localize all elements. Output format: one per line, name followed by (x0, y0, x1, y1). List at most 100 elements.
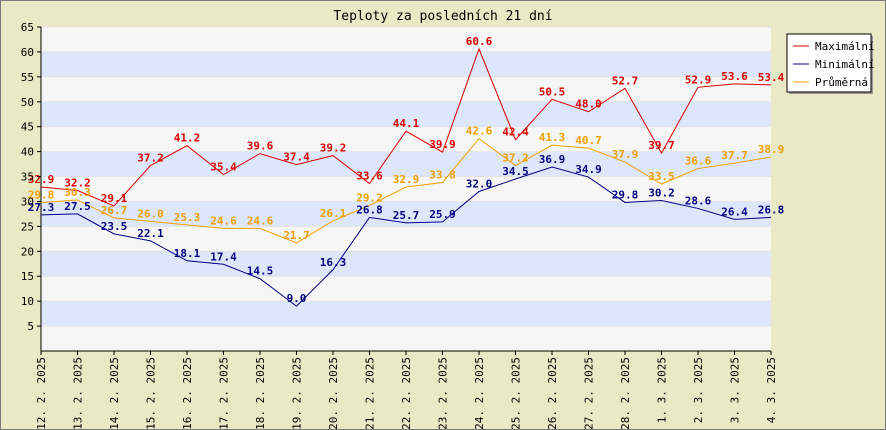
data-label: 37.7 (721, 149, 748, 162)
y-tick-label: 55 (21, 71, 34, 84)
data-label: 32.9 (393, 173, 420, 186)
data-label: 37.9 (612, 148, 639, 161)
series-line-3 (40, 137, 772, 244)
data-label: 36.9 (539, 153, 566, 166)
data-label: 42.4 (502, 126, 529, 139)
data-label: 53.4 (758, 71, 785, 84)
data-label: 33.8 (429, 169, 456, 182)
x-tick-label: 21. 2. 2025 (364, 357, 377, 429)
data-label: 26.8 (758, 203, 785, 216)
data-label: 53.6 (721, 70, 748, 83)
grid-band (41, 76, 771, 102)
data-label: 29.2 (356, 191, 383, 204)
data-label: 29.1 (101, 192, 128, 205)
data-label: 21.7 (283, 229, 310, 242)
grid-band (41, 326, 771, 351)
y-tick-label: 30 (21, 195, 34, 208)
data-label: 33.6 (356, 170, 383, 183)
chart-title: Teploty za posledních 21 dní (333, 9, 552, 24)
data-label: 26.7 (101, 204, 128, 217)
data-label: 23.5 (101, 220, 128, 233)
x-axis-ticks: 12. 2. 2025 13. 2. 2025 14. 2. 2025 15. 2. … (35, 351, 778, 429)
plot-background (41, 27, 771, 351)
data-label: 30.2 (648, 186, 675, 199)
x-tick-label: 26. 2. 2025 (546, 357, 559, 429)
data-label: 27.5 (64, 200, 91, 213)
data-label: 26.8 (356, 203, 383, 216)
data-label: 25.7 (393, 209, 420, 222)
grid-band (41, 276, 771, 302)
data-label: 52.7 (612, 74, 639, 87)
x-tick-label: 17. 2. 2025 (218, 357, 231, 429)
x-tick-label: 3. 3. 2025 (729, 357, 742, 423)
grid-band (41, 251, 771, 277)
data-label: 26.4 (721, 205, 748, 218)
data-label: 39.2 (320, 142, 347, 155)
data-label: 24.6 (247, 214, 274, 227)
y-tick-label: 5 (27, 320, 34, 333)
grid-band (41, 151, 771, 177)
data-label: 26.1 (320, 207, 347, 220)
data-label: 29.8 (28, 188, 55, 201)
data-label: 17.4 (210, 250, 237, 263)
y-tick-label: 50 (21, 96, 34, 109)
data-label: 52.9 (685, 73, 712, 86)
grid-lines (40, 26, 771, 352)
x-tick-label: 16. 2. 2025 (181, 357, 194, 429)
data-label: 37.2 (502, 152, 529, 165)
data-label: 18.1 (174, 247, 201, 260)
x-tick-label: 13. 2. 2025 (72, 357, 85, 429)
x-tick-label: 20. 2. 2025 (327, 357, 340, 429)
grid-band (41, 301, 771, 327)
grid-band (41, 101, 771, 127)
x-tick-label: 25. 2. 2025 (510, 357, 523, 429)
data-label: 29.8 (612, 188, 639, 201)
data-label: 60.6 (466, 35, 493, 48)
data-label: 14.5 (247, 265, 274, 278)
y-tick-label: 10 (21, 295, 34, 308)
legend-label: Maximální (815, 40, 875, 53)
y-axis-ticks: 5 10 15 20 25 30 35 40 45 50 55 60 65 (21, 21, 41, 333)
data-label: 48.0 (575, 98, 602, 111)
x-tick-label: 15. 2. 2025 (145, 357, 158, 429)
data-label: 34.9 (575, 163, 602, 176)
y-tick-label: 35 (21, 171, 34, 184)
data-label: 41.2 (174, 132, 201, 145)
y-tick-label: 45 (21, 121, 34, 134)
data-label: 27.3 (28, 201, 55, 214)
y-tick-label: 15 (21, 270, 34, 283)
data-label: 39.9 (429, 138, 456, 151)
grid-band (41, 51, 771, 77)
data-label: 33.5 (648, 170, 675, 183)
data-label: 50.5 (539, 85, 566, 98)
data-label: 36.6 (685, 155, 712, 168)
data-label: 32.2 (64, 176, 91, 189)
data-label: 25.3 (174, 211, 201, 224)
data-label: 16.3 (320, 256, 347, 269)
series-lines (40, 47, 772, 307)
data-label: 40.7 (575, 134, 602, 147)
data-label: 35.4 (210, 161, 237, 174)
data-label: 41.3 (539, 131, 566, 144)
legend-label: Minimální (815, 58, 875, 71)
data-label: 44.1 (393, 117, 420, 130)
grid-band (41, 27, 771, 52)
data-label: 38.9 (758, 143, 785, 156)
data-label: 37.4 (283, 151, 310, 164)
series-line-1 (40, 47, 772, 207)
x-tick-label: 23. 2. 2025 (437, 357, 450, 429)
legend-label: Průměrná (815, 76, 868, 89)
data-label: 26.0 (137, 207, 164, 220)
x-tick-label: 14. 2. 2025 (108, 357, 121, 429)
data-labels: 32.9 32.2 29.1 37.2 41.2 35.4 39.6 37.4 39.2 33.6… (28, 35, 785, 305)
data-label: 39.6 (247, 140, 274, 153)
data-label: 42.6 (466, 125, 493, 138)
data-label: 39.7 (648, 139, 675, 152)
data-label: 30.3 (64, 186, 91, 199)
x-tick-label: 24. 2. 2025 (473, 357, 486, 429)
y-tick-label: 65 (21, 21, 34, 34)
y-tick-label: 40 (21, 146, 34, 159)
legend: Maximální Minimální Průměrná (786, 33, 875, 94)
